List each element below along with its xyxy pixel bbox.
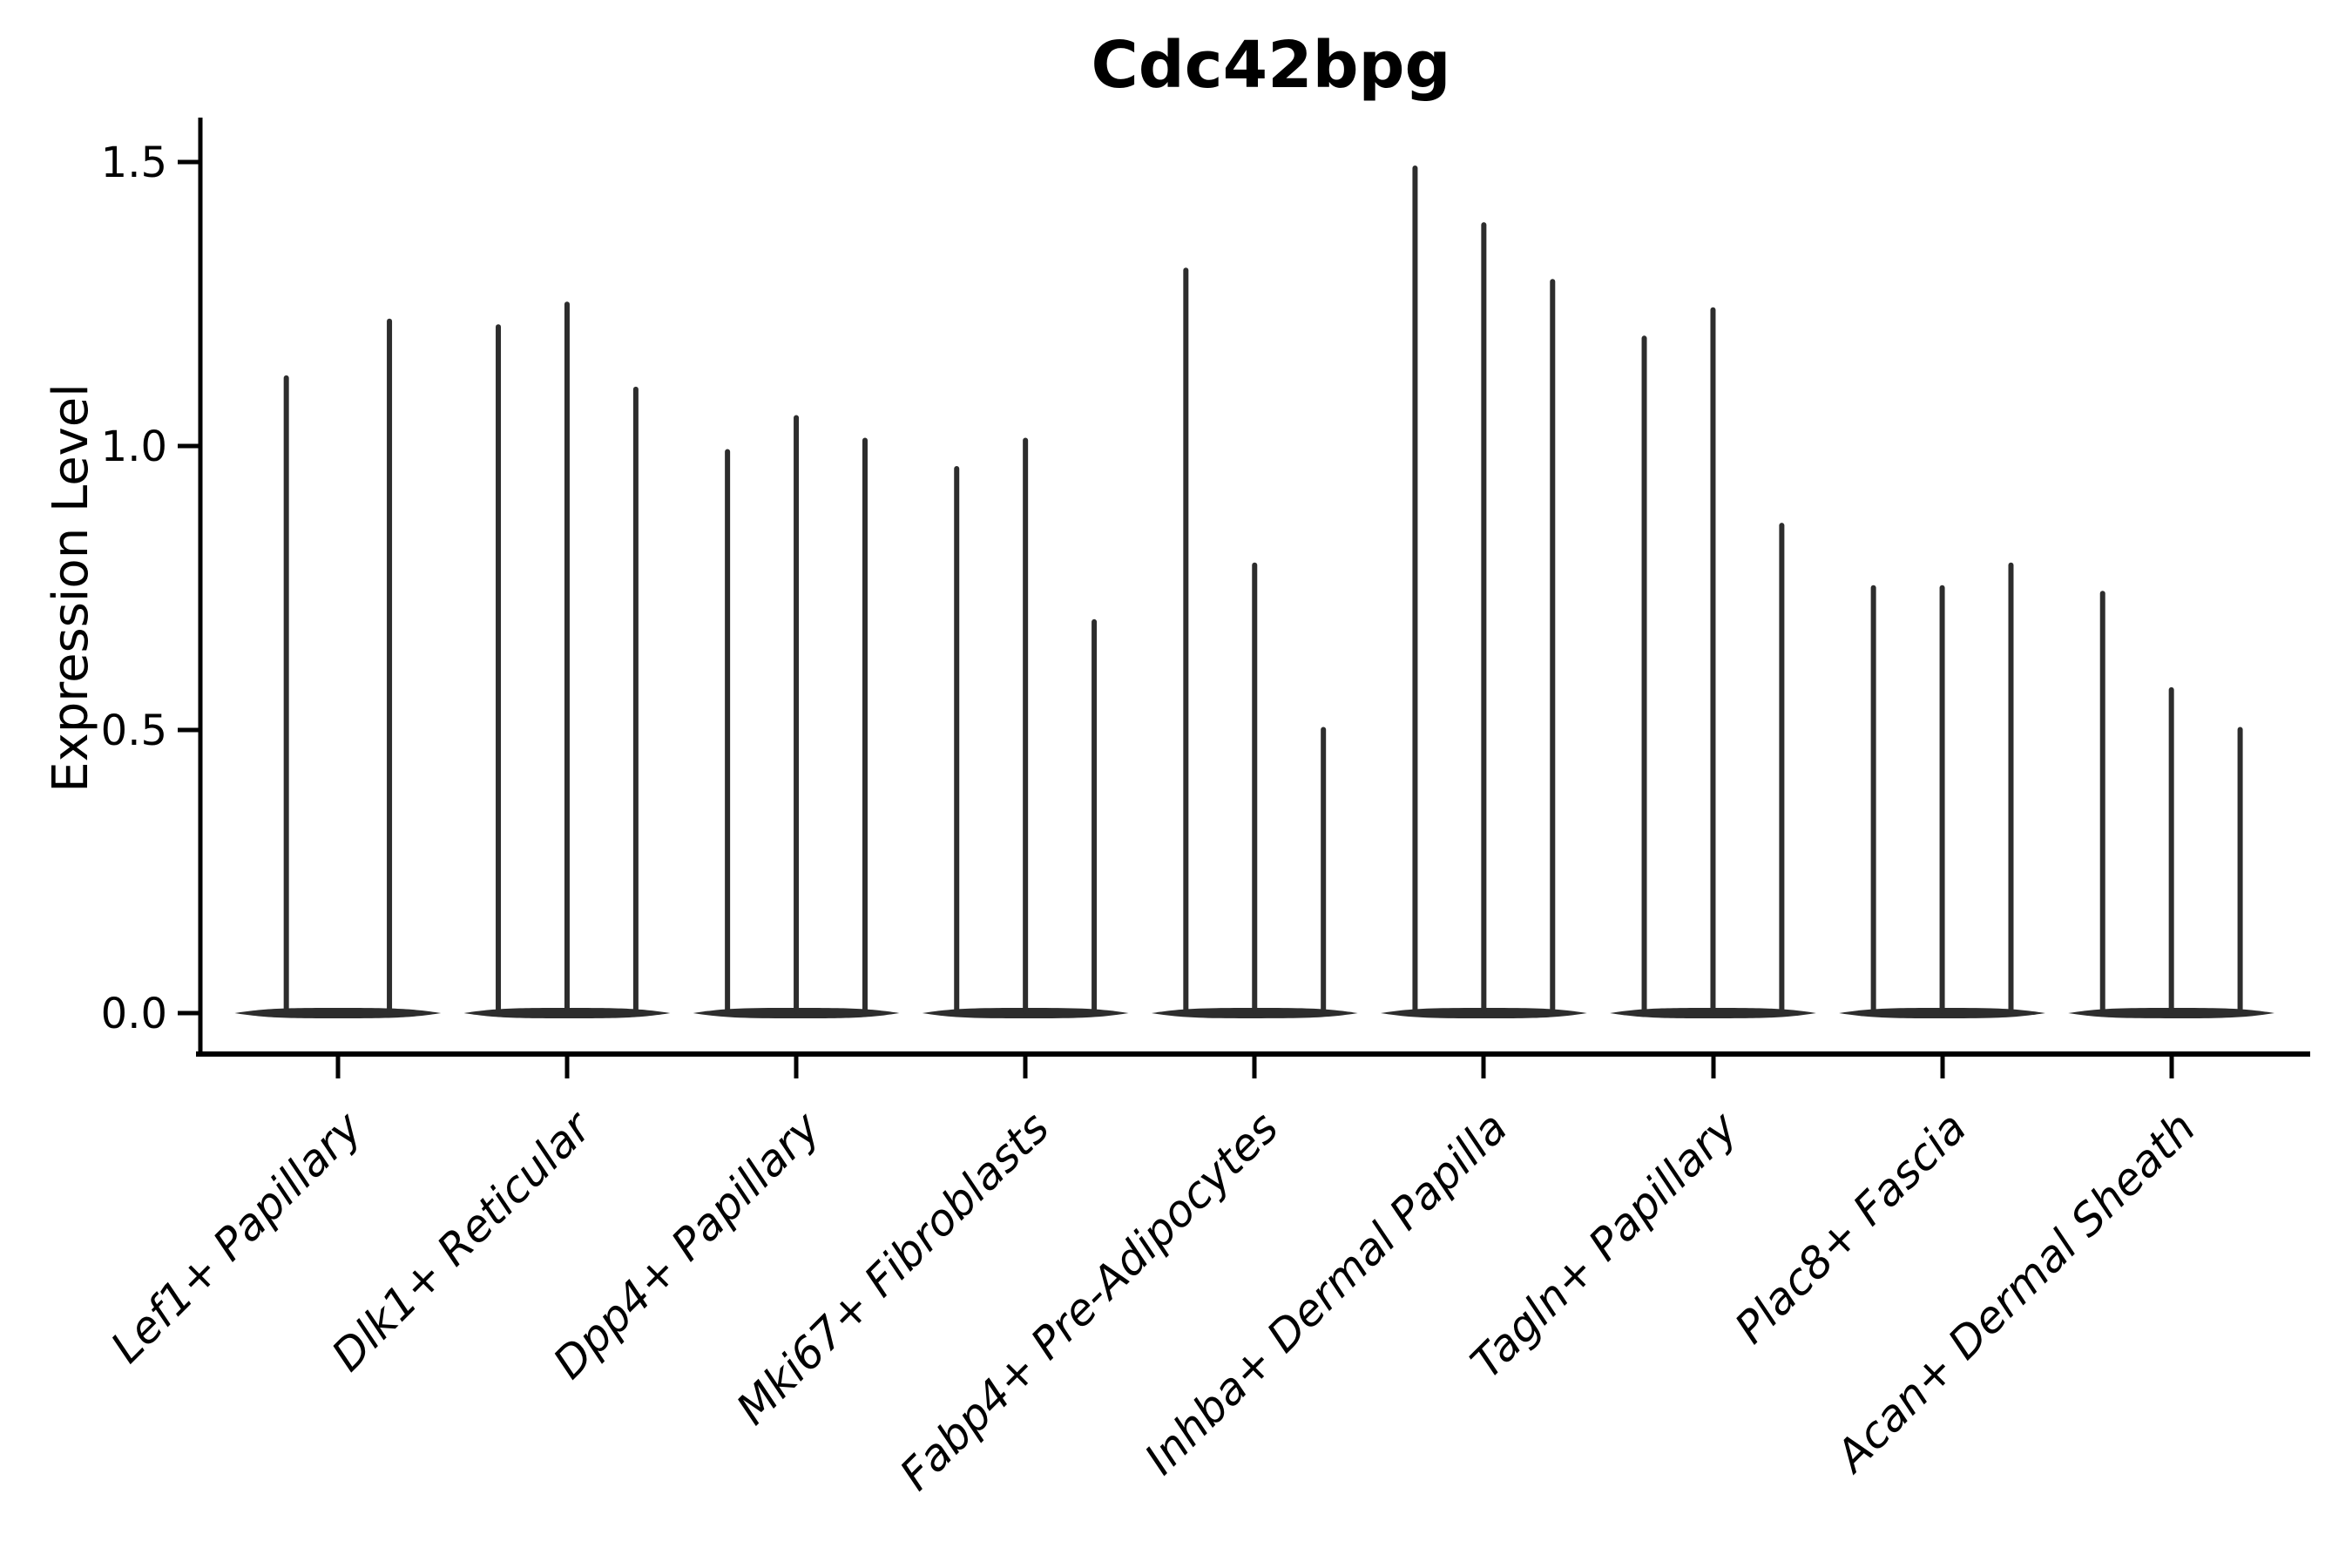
y-tick-label: 0.5 (101, 706, 167, 755)
violin-group (1839, 562, 2045, 1018)
violin-group (1380, 166, 1587, 1018)
y-tick-label: 1.0 (101, 422, 167, 471)
plot-title: Cdc42bpg (1091, 28, 1450, 103)
violin-group (2068, 591, 2275, 1018)
violin-group (922, 437, 1129, 1018)
violin-group (693, 415, 900, 1018)
violin-group (463, 301, 671, 1018)
violin-group (234, 318, 442, 1018)
y-axis-ticks: 0.0 0.5 1.0 1.5 (101, 139, 199, 1038)
y-tick-label: 1.5 (101, 139, 167, 187)
y-axis-label: Expression Level (43, 383, 99, 793)
violin-series (234, 166, 2275, 1018)
violin-group (1151, 267, 1358, 1018)
y-tick-label: 0.0 (101, 990, 167, 1038)
violin-base (234, 1008, 442, 1018)
violin-group (1610, 307, 1816, 1018)
